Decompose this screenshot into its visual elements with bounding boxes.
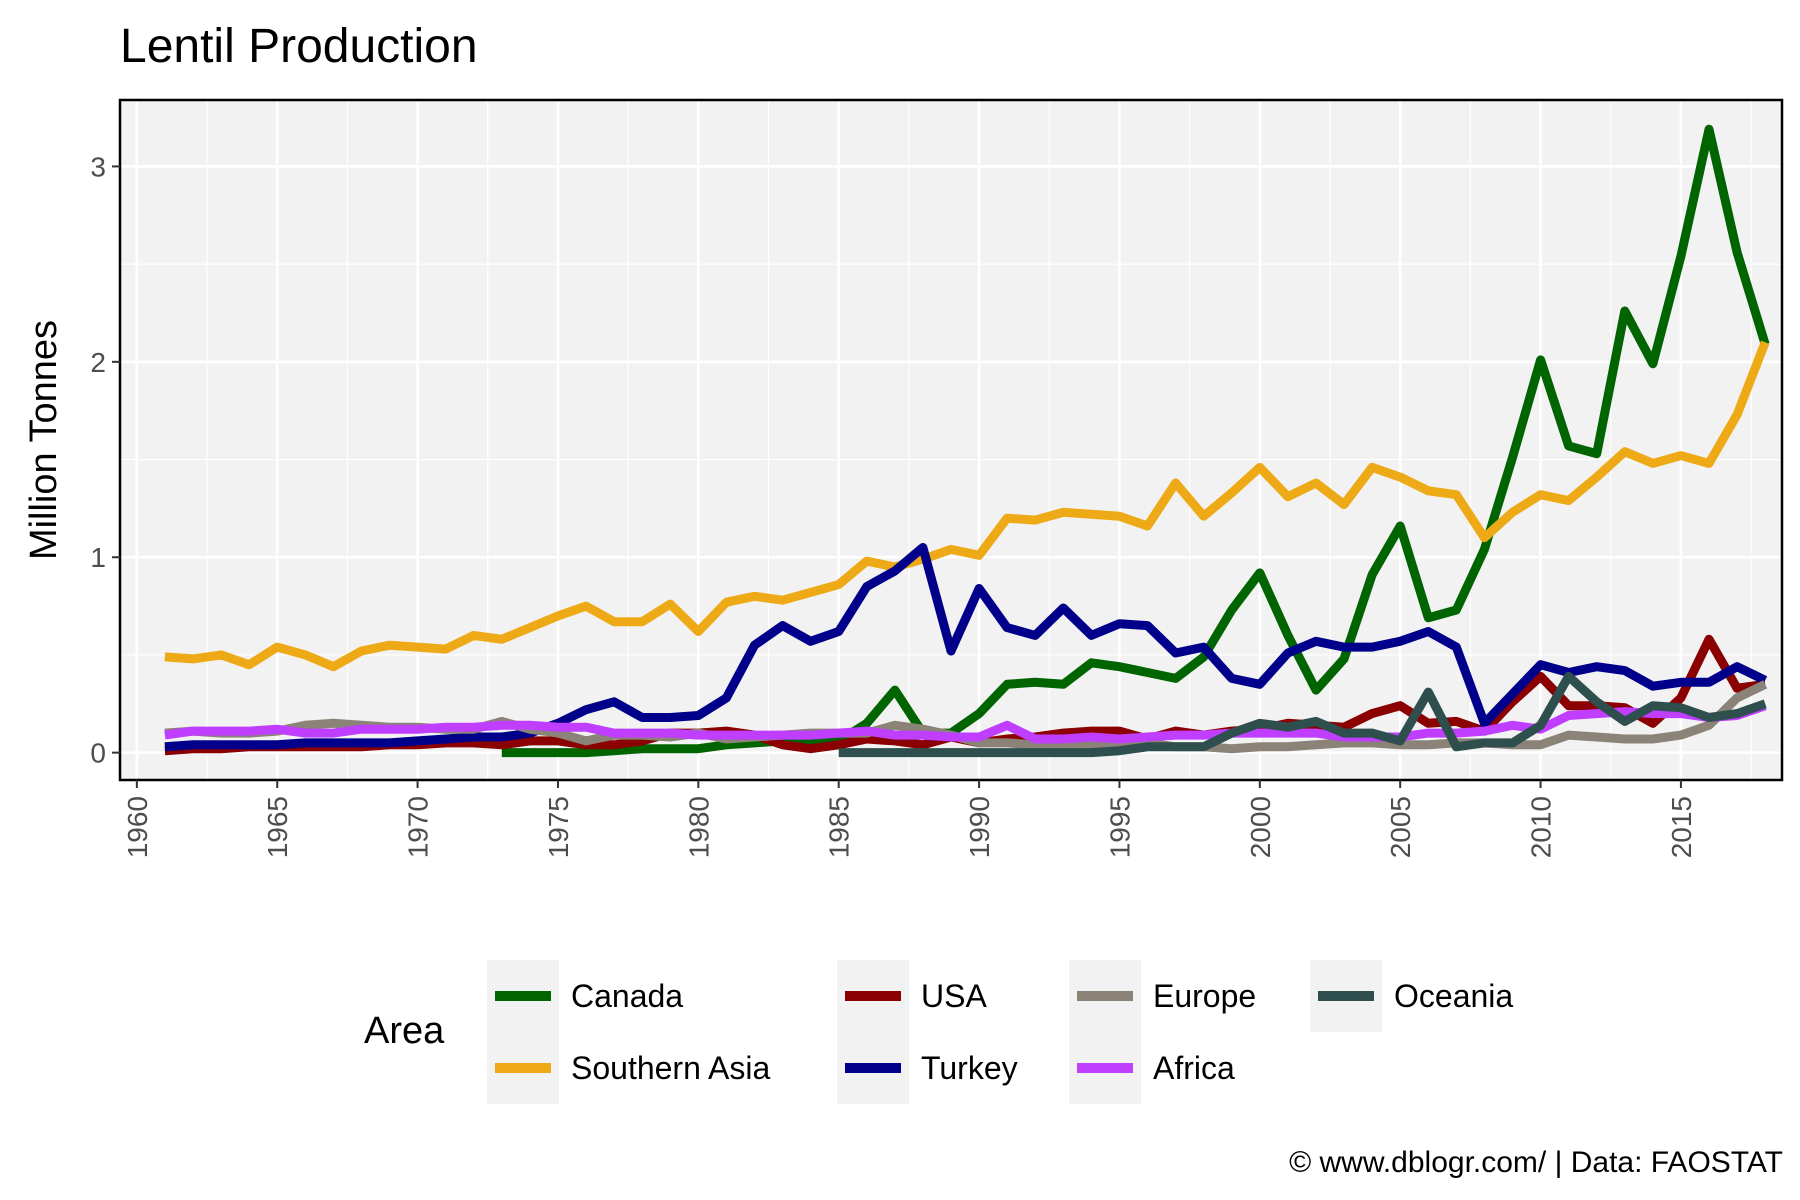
x-tick-label: 2010 <box>1526 796 1557 858</box>
series-lines <box>164 124 1770 758</box>
series-line-southern-asia <box>164 340 1770 672</box>
x-tick-label: 1975 <box>543 796 574 858</box>
series-line-africa <box>164 701 1767 744</box>
x-tick-label: 1970 <box>403 796 434 858</box>
legend-title: Area <box>364 1010 445 1052</box>
y-tick-label: 0 <box>90 738 106 769</box>
y-axis: 0 1 2 3 <box>90 151 120 769</box>
x-tick-label: 1960 <box>122 796 153 858</box>
x-tick-label: 1990 <box>964 796 995 858</box>
caption: © www.dblogr.com/ | Data: FAOSTAT <box>1289 1146 1783 1179</box>
plot-panel <box>120 100 1782 780</box>
x-axis: 1960 1965 1970 1975 1980 1985 1990 1995 2000 2005… <box>122 780 1697 858</box>
series-line-canada <box>501 124 1770 758</box>
legend-label: USA <box>921 978 987 1014</box>
x-tick-label: 1965 <box>262 796 293 858</box>
plot-border <box>118 98 1784 782</box>
legend-label: Southern Asia <box>571 1050 770 1086</box>
chart-title: Lentil Production <box>120 20 478 73</box>
legend-label: Turkey <box>921 1050 1018 1086</box>
series-line-turkey <box>164 543 1768 752</box>
y-tick-label: 3 <box>90 151 106 182</box>
legend-label: Canada <box>571 978 683 1014</box>
x-tick-label: 1995 <box>1104 796 1135 858</box>
y-tick-label: 1 <box>90 542 106 573</box>
x-tick-label: 1980 <box>683 796 714 858</box>
x-tick-label: 2015 <box>1666 796 1697 858</box>
x-tick-label: 2000 <box>1245 796 1276 858</box>
x-tick-label: 2005 <box>1385 796 1416 858</box>
x-tick-label: 1985 <box>824 796 855 858</box>
y-axis-title: Million Tonnes <box>23 320 65 560</box>
legend-label: Oceania <box>1394 978 1513 1014</box>
legend-label: Africa <box>1153 1050 1235 1086</box>
series-line-oceania <box>838 671 1767 758</box>
y-tick-label: 2 <box>90 347 106 378</box>
legend: Area Canada Southern Asia USA Turkey Europe A… <box>364 960 1513 1104</box>
legend-label: Europe <box>1153 978 1256 1014</box>
